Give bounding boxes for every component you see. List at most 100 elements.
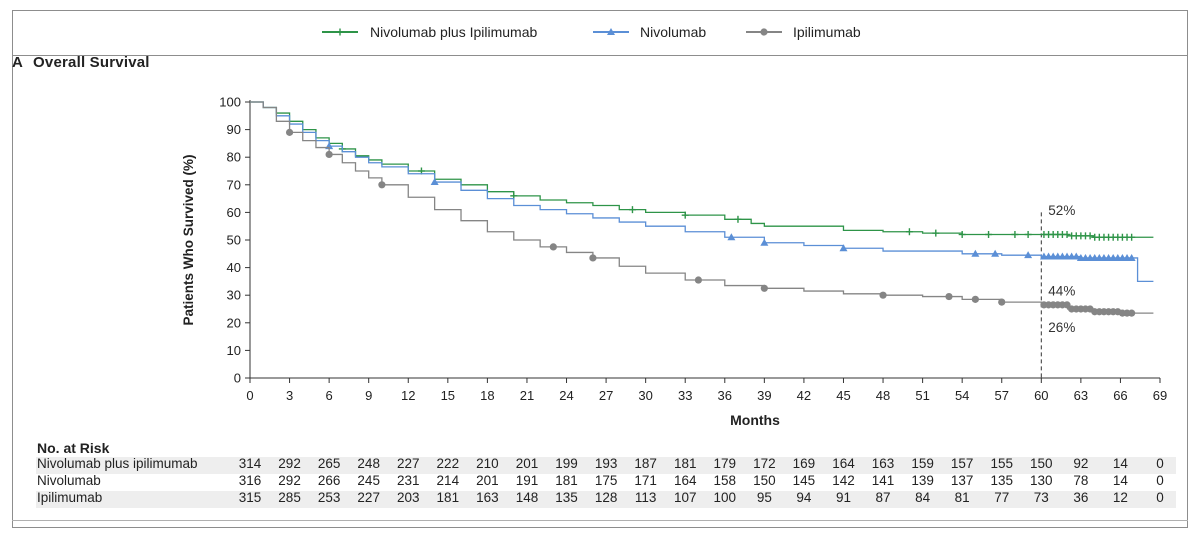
chart-legend: Nivolumab plus Ipilimumab Nivolumab Ipilim…: [322, 24, 861, 40]
x-tick-label: 69: [1153, 388, 1167, 403]
risk-cell: 12: [1112, 490, 1128, 505]
x-tick-label: 66: [1113, 388, 1127, 403]
y-tick-label: 10: [227, 343, 241, 358]
x-tick-label: 0: [246, 388, 253, 403]
risk-cell: 73: [1033, 490, 1049, 505]
risk-cell: 14: [1112, 473, 1128, 488]
risk-cell: 84: [915, 490, 931, 505]
series-ipilimumab: 26%: [250, 101, 1154, 335]
risk-cell: 314: [238, 456, 262, 471]
series-nivolumab: 44%: [250, 101, 1154, 298]
x-axis-title: Months: [730, 412, 780, 428]
y-tick-label: 40: [227, 260, 241, 275]
x-tick-label: 54: [955, 388, 969, 403]
risk-cell: 187: [634, 456, 657, 471]
x-tick-label: 63: [1074, 388, 1088, 403]
risk-cell: 87: [875, 490, 891, 505]
risk-cell: 285: [278, 490, 301, 505]
circle-marker: [945, 292, 953, 301]
risk-row-band: [36, 457, 1176, 474]
risk-cell: 159: [911, 456, 934, 471]
risk-cell: 14: [1112, 456, 1128, 471]
y-tick-label: 70: [227, 177, 241, 192]
risk-cell: 227: [357, 490, 380, 505]
risk-cell: 142: [832, 473, 855, 488]
x-tick-label: 45: [836, 388, 850, 403]
risk-cell: 0: [1156, 490, 1164, 505]
risk-row-label: Nivolumab: [37, 473, 101, 488]
risk-cell: 210: [476, 456, 499, 471]
panel-title: Overall Survival: [33, 54, 150, 71]
risk-cell: 253: [317, 490, 341, 505]
triangle-marker: [430, 178, 439, 186]
circle-marker: [1063, 301, 1071, 309]
risk-cell: 78: [1073, 473, 1089, 488]
risk-row-label: Ipilimumab: [37, 490, 103, 505]
legend-item: Nivolumab: [593, 24, 706, 40]
triangle-marker: [971, 249, 980, 257]
risk-cell: 181: [436, 490, 460, 505]
triangle-marker: [839, 244, 848, 252]
risk-cell: 227: [396, 456, 420, 471]
risk-cell: 191: [515, 473, 539, 488]
risk-cell: 128: [594, 490, 618, 505]
risk-cell: 163: [871, 456, 895, 471]
x-tick-label: 48: [876, 388, 890, 403]
x-tick-label: 24: [559, 388, 573, 403]
circle-marker: [971, 295, 979, 303]
chart-curves: 52% 44% 26%: [250, 101, 1154, 335]
risk-cell: 231: [396, 473, 420, 488]
risk-cell: 201: [515, 456, 539, 471]
triangle-marker: [727, 233, 736, 241]
x-tick-label: 18: [480, 388, 494, 403]
risk-cell: 245: [357, 473, 380, 488]
x-tick-label: 60: [1034, 388, 1048, 403]
risk-cell: 94: [796, 490, 812, 505]
risk-cell: 179: [713, 456, 737, 471]
x-tick-label: 42: [797, 388, 811, 403]
y-tick-label: 30: [227, 288, 241, 303]
x-tick-label: 3: [286, 388, 293, 403]
risk-cell: 0: [1156, 473, 1164, 488]
risk-cell: 181: [673, 456, 697, 471]
risk-table-title: No. at Risk: [37, 440, 110, 456]
triangle-marker: [991, 249, 1000, 257]
risk-cell: 292: [278, 456, 301, 471]
risk-cell: 181: [555, 473, 578, 488]
y-tick-label: 50: [227, 233, 241, 248]
survival-percent-label: 44%: [1048, 283, 1075, 298]
risk-cell: 193: [594, 456, 618, 471]
risk-cell: 150: [753, 473, 776, 488]
risk-cell: 214: [436, 473, 460, 488]
risk-cell: 150: [1030, 456, 1053, 471]
x-tick-label: 36: [718, 388, 732, 403]
risk-cell: 199: [555, 456, 578, 471]
survival-curve: [250, 101, 1154, 238]
risk-cell: 135: [555, 490, 578, 505]
y-tick-label: 80: [227, 150, 241, 165]
risk-cell: 265: [317, 456, 341, 471]
risk-cell: 148: [515, 490, 539, 505]
y-axis-title: Patients Who Survived (%): [181, 154, 196, 325]
x-tick-label: 15: [441, 388, 455, 403]
circle-marker: [760, 28, 768, 36]
risk-cell: 157: [950, 456, 974, 471]
panel-label: A Overall Survival: [12, 54, 150, 71]
circle-marker: [879, 291, 887, 299]
circle-marker: [760, 284, 768, 292]
risk-cell: 201: [476, 473, 499, 488]
risk-cell: 292: [278, 473, 301, 488]
figure-frame: [12, 10, 1188, 528]
x-tick-label: 51: [915, 388, 929, 403]
x-tick-label: 57: [995, 388, 1009, 403]
circle-marker: [694, 276, 703, 284]
survival-curve: [250, 101, 1154, 283]
risk-cell: 203: [396, 490, 420, 505]
triangle-marker: [1072, 252, 1081, 260]
risk-cell: 222: [436, 456, 460, 471]
series-nivolumab-plus-ipilimumab: 52%: [250, 101, 1154, 241]
y-tick-label: 100: [219, 95, 241, 110]
risk-cell: 158: [713, 473, 737, 488]
